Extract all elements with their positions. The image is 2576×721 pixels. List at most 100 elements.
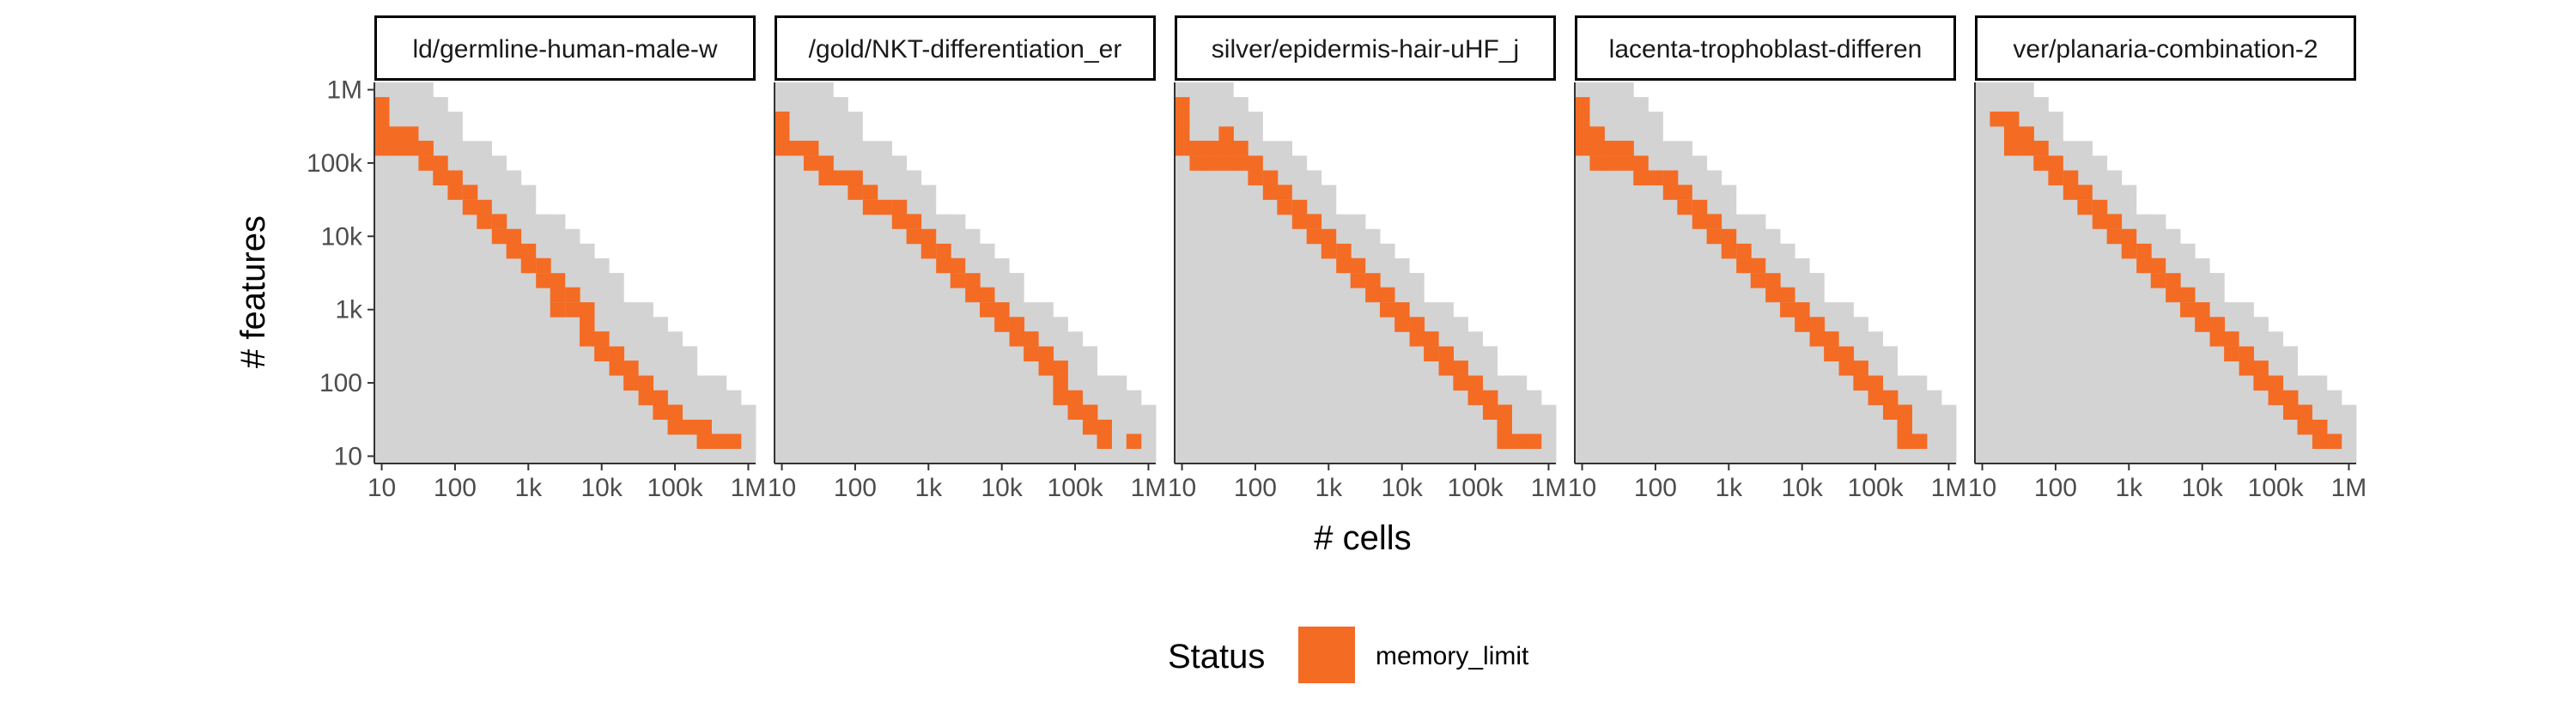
- heatmap-cell-evaluated: [877, 141, 893, 156]
- heatmap-cell-evaluated: [2077, 155, 2093, 171]
- heatmap-cell-memory-limit: [374, 97, 390, 112]
- heatmap-cell-evaluated: [2150, 331, 2166, 347]
- heatmap-cell-evaluated: [418, 228, 434, 245]
- heatmap-cell-evaluated: [1277, 288, 1293, 303]
- heatmap-cell-evaluated: [1692, 419, 1708, 435]
- heatmap-cell-evaluated: [1248, 433, 1263, 450]
- heatmap-cell-evaluated: [506, 331, 522, 347]
- heatmap-cell-evaluated: [1975, 82, 1990, 98]
- heatmap-cell-memory-limit: [1453, 360, 1468, 376]
- heatmap-cell-evaluated: [2195, 258, 2210, 274]
- heatmap-cell-evaluated: [1721, 346, 1737, 361]
- heatmap-cell-evaluated: [1204, 419, 1219, 435]
- heatmap-cell-evaluated: [804, 199, 819, 215]
- heatmap-cell-evaluated: [1321, 288, 1337, 303]
- heatmap-cell-evaluated: [1189, 346, 1205, 361]
- heatmap-cell-evaluated: [1321, 419, 1337, 435]
- heatmap-cell-evaluated: [935, 404, 951, 421]
- heatmap-cell-evaluated: [1721, 214, 1737, 230]
- heatmap-cell-memory-limit: [803, 155, 819, 171]
- heatmap-cell-evaluated: [1335, 302, 1352, 318]
- heatmap-cell-evaluated: [477, 155, 493, 171]
- heatmap-cell-evaluated: [1589, 112, 1605, 127]
- heatmap-cell-memory-limit: [565, 302, 580, 318]
- heatmap-cell-evaluated: [2048, 273, 2063, 288]
- heatmap-cell-evaluated: [1350, 243, 1366, 259]
- heatmap-cell-evaluated: [1218, 419, 1234, 435]
- heatmap-cell-evaluated: [1735, 375, 1752, 391]
- heatmap-cell-evaluated: [935, 433, 951, 450]
- heatmap-cell-evaluated: [2121, 317, 2137, 332]
- heatmap-cell-memory-limit: [1262, 170, 1279, 185]
- heatmap-cell-evaluated: [848, 258, 863, 274]
- heatmap-cell-evaluated: [491, 185, 507, 201]
- heatmap-cell-memory-limit: [1736, 258, 1752, 274]
- heatmap-cell-evaluated: [1306, 375, 1322, 391]
- heatmap-cell-evaluated: [550, 243, 566, 259]
- heatmap-cell-evaluated: [1911, 419, 1928, 435]
- heatmap-cell-memory-limit: [1633, 155, 1649, 171]
- heatmap-cell-evaluated: [833, 243, 848, 259]
- heatmap-cell-evaluated: [1990, 346, 2005, 361]
- heatmap-cell-evaluated: [2239, 404, 2254, 421]
- heatmap-cell-evaluated: [2106, 390, 2123, 406]
- heatmap-cell-evaluated: [2282, 360, 2299, 376]
- heatmap-cell-evaluated: [980, 419, 995, 435]
- heatmap-cell-evaluated: [491, 170, 507, 185]
- heatmap-cell-evaluated: [789, 288, 805, 303]
- heatmap-cell-evaluated: [1262, 317, 1278, 332]
- heatmap-cell-evaluated: [789, 448, 805, 464]
- heatmap-cell-memory-limit: [1053, 375, 1068, 391]
- heatmap-cell-memory-limit: [2063, 185, 2079, 200]
- heatmap-cell-evaluated: [1765, 331, 1781, 347]
- heatmap-cell-evaluated: [1633, 243, 1649, 259]
- heatmap-cell-evaluated: [935, 419, 951, 435]
- heatmap-cell-evaluated: [1526, 390, 1542, 406]
- heatmap-cell-evaluated: [1365, 448, 1381, 464]
- heatmap-cell-memory-limit: [477, 199, 492, 215]
- heatmap-cell-evaluated: [965, 404, 981, 421]
- heatmap-cell-evaluated: [1511, 390, 1528, 406]
- heatmap-cell-evaluated: [477, 433, 493, 450]
- heatmap-cell-evaluated: [550, 258, 566, 274]
- heatmap-cell-memory-limit: [775, 126, 790, 142]
- heatmap-cell-evaluated: [1619, 390, 1634, 406]
- heatmap-cell-evaluated: [1204, 360, 1219, 376]
- heatmap-cell-evaluated: [404, 433, 419, 450]
- heatmap-cell-evaluated: [1175, 419, 1190, 435]
- heatmap-cell-evaluated: [418, 288, 434, 303]
- heatmap-cell-evaluated: [2033, 404, 2049, 421]
- heatmap-cell-evaluated: [1975, 375, 1990, 391]
- heatmap-cell-evaluated: [1975, 433, 1990, 450]
- heatmap-cell-evaluated: [2048, 404, 2063, 421]
- heatmap-cell-evaluated: [1291, 258, 1308, 274]
- heatmap-cell-evaluated: [775, 199, 790, 215]
- heatmap-cell-evaluated: [1692, 243, 1708, 259]
- heatmap-cell-evaluated: [1868, 404, 1884, 421]
- heatmap-cell-evaluated: [580, 360, 595, 376]
- heatmap-cell-evaluated: [667, 433, 683, 450]
- heatmap-cell-evaluated: [1321, 448, 1337, 464]
- heatmap-cell-evaluated: [1424, 375, 1439, 391]
- heatmap-cell-evaluated: [374, 199, 390, 215]
- heatmap-cell-memory-limit: [1780, 287, 1795, 303]
- heatmap-cell-evaluated: [2106, 419, 2123, 435]
- heatmap-cell-evaluated: [1009, 404, 1024, 421]
- heatmap-cell-evaluated: [1692, 331, 1708, 347]
- heatmap-cell-evaluated: [2048, 288, 2063, 303]
- heatmap-cell-evaluated: [1990, 375, 2005, 391]
- heatmap-cell-memory-limit: [877, 199, 892, 215]
- heatmap-cell-memory-limit: [1780, 302, 1795, 318]
- heatmap-cell-memory-limit: [1824, 346, 1839, 362]
- heatmap-cell-evaluated: [980, 273, 995, 288]
- heatmap-cell-evaluated: [1380, 258, 1395, 274]
- heatmap-cell-evaluated: [965, 302, 981, 318]
- heatmap-cell-evaluated: [950, 375, 966, 391]
- heatmap-cell-evaluated: [2209, 390, 2225, 406]
- heatmap-cell-memory-limit: [2239, 360, 2255, 376]
- heatmap-cell-evaluated: [2195, 448, 2210, 464]
- heatmap-cell-evaluated: [789, 112, 805, 127]
- heatmap-cell-evaluated: [2004, 302, 2020, 318]
- heatmap-cell-memory-limit: [1897, 433, 1912, 449]
- heatmap-cell-evaluated: [550, 433, 566, 450]
